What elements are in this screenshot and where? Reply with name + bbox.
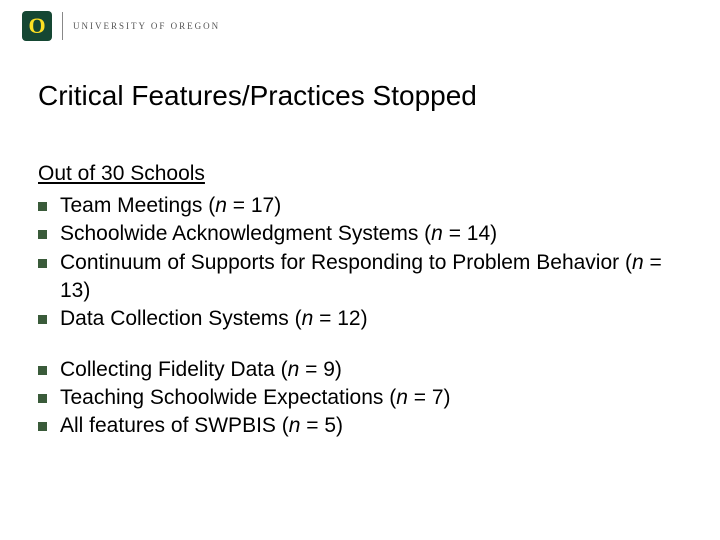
list-item: Data Collection Systems (n = 12) (38, 305, 682, 333)
item-text: Data Collection Systems ( (60, 307, 302, 330)
item-count: = 14) (443, 222, 497, 245)
n-symbol: n (431, 222, 443, 245)
university-name: UNIVERSITY OF OREGON (73, 21, 220, 31)
list-item: Continuum of Supports for Responding to … (38, 249, 682, 306)
item-text: Continuum of Supports for Responding to … (60, 251, 632, 274)
item-count: = 17) (227, 194, 281, 217)
header: UNIVERSITY OF OREGON (0, 0, 720, 52)
n-symbol: n (289, 414, 301, 437)
item-text: Teaching Schoolwide Expectations ( (60, 386, 396, 409)
subheading: Out of 30 Schools (38, 162, 682, 186)
item-text: Team Meetings ( (60, 194, 215, 217)
slide-content: Out of 30 Schools Team Meetings (n = 17)… (38, 162, 682, 441)
n-symbol: n (396, 386, 408, 409)
n-symbol: n (302, 307, 314, 330)
n-symbol: n (632, 251, 644, 274)
item-count: = 7) (408, 386, 451, 409)
list-item: All features of SWPBIS (n = 5) (38, 412, 682, 440)
list-item: Schoolwide Acknowledgment Systems (n = 1… (38, 220, 682, 248)
item-text: All features of SWPBIS ( (60, 414, 289, 437)
list-item: Collecting Fidelity Data (n = 9) (38, 356, 682, 384)
list-item: Teaching Schoolwide Expectations (n = 7) (38, 384, 682, 412)
n-symbol: n (288, 358, 300, 381)
item-count: = 12) (313, 307, 367, 330)
item-count: = 5) (300, 414, 343, 437)
bullet-group-2: Collecting Fidelity Data (n = 9) Teachin… (38, 356, 682, 441)
list-item: Team Meetings (n = 17) (38, 192, 682, 220)
item-count: = 9) (299, 358, 342, 381)
slide-title: Critical Features/Practices Stopped (38, 80, 720, 112)
n-symbol: n (215, 194, 227, 217)
header-divider (62, 12, 63, 40)
uo-logo-icon (22, 11, 52, 41)
item-text: Collecting Fidelity Data ( (60, 358, 288, 381)
item-text: Schoolwide Acknowledgment Systems ( (60, 222, 431, 245)
bullet-group-1: Team Meetings (n = 17) Schoolwide Acknow… (38, 192, 682, 334)
